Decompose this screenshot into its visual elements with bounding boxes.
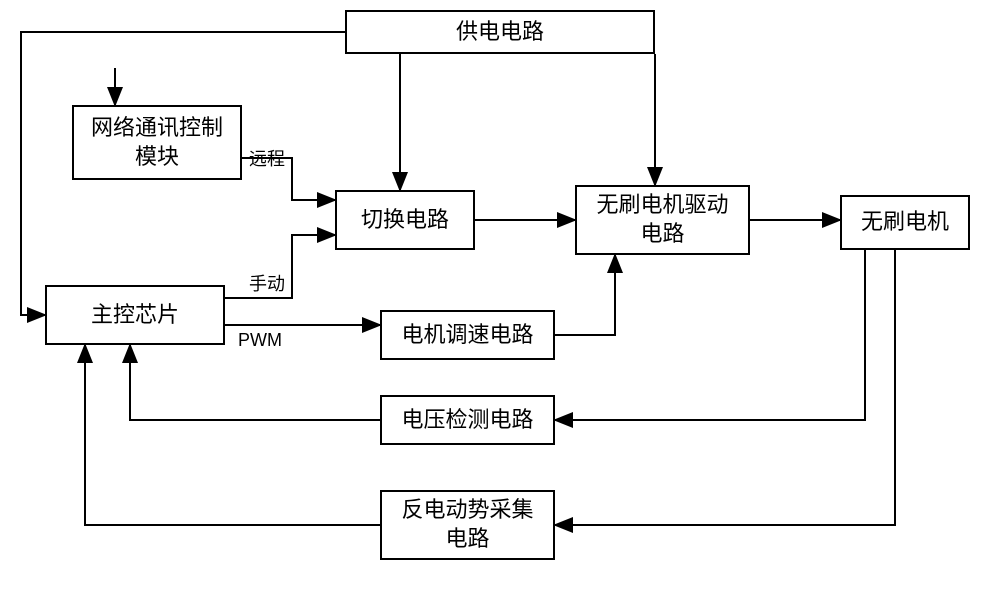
- switch-circuit-box: 切换电路: [335, 190, 475, 250]
- voltage-detect-label: 电压检测电路: [401, 406, 533, 435]
- power-supply-label: 供电电路: [456, 18, 544, 47]
- driver-circuit-label: 无刷电机驱动电路: [596, 191, 728, 248]
- mcu-label: 主控芯片: [91, 301, 179, 330]
- power-supply-box: 供电电路: [345, 10, 655, 54]
- driver-circuit-box: 无刷电机驱动电路: [575, 185, 750, 255]
- network-module-label: 网络通讯控制模块: [91, 114, 223, 171]
- speed-circuit-box: 电机调速电路: [380, 310, 555, 360]
- switch-circuit-label: 切换电路: [361, 206, 449, 235]
- mcu-box: 主控芯片: [45, 285, 225, 345]
- voltage-detect-box: 电压检测电路: [380, 395, 555, 445]
- speed-circuit-label: 电机调速电路: [401, 321, 533, 350]
- backemf-box: 反电动势采集电路: [380, 490, 555, 560]
- manual-label: 手动: [249, 270, 285, 296]
- remote-label: 远程: [249, 145, 285, 171]
- backemf-label: 反电动势采集电路: [401, 496, 533, 553]
- motor-label: 无刷电机: [861, 208, 949, 237]
- motor-box: 无刷电机: [840, 195, 970, 250]
- network-module-box: 网络通讯控制模块: [72, 105, 242, 180]
- pwm-label: PWM: [238, 330, 282, 351]
